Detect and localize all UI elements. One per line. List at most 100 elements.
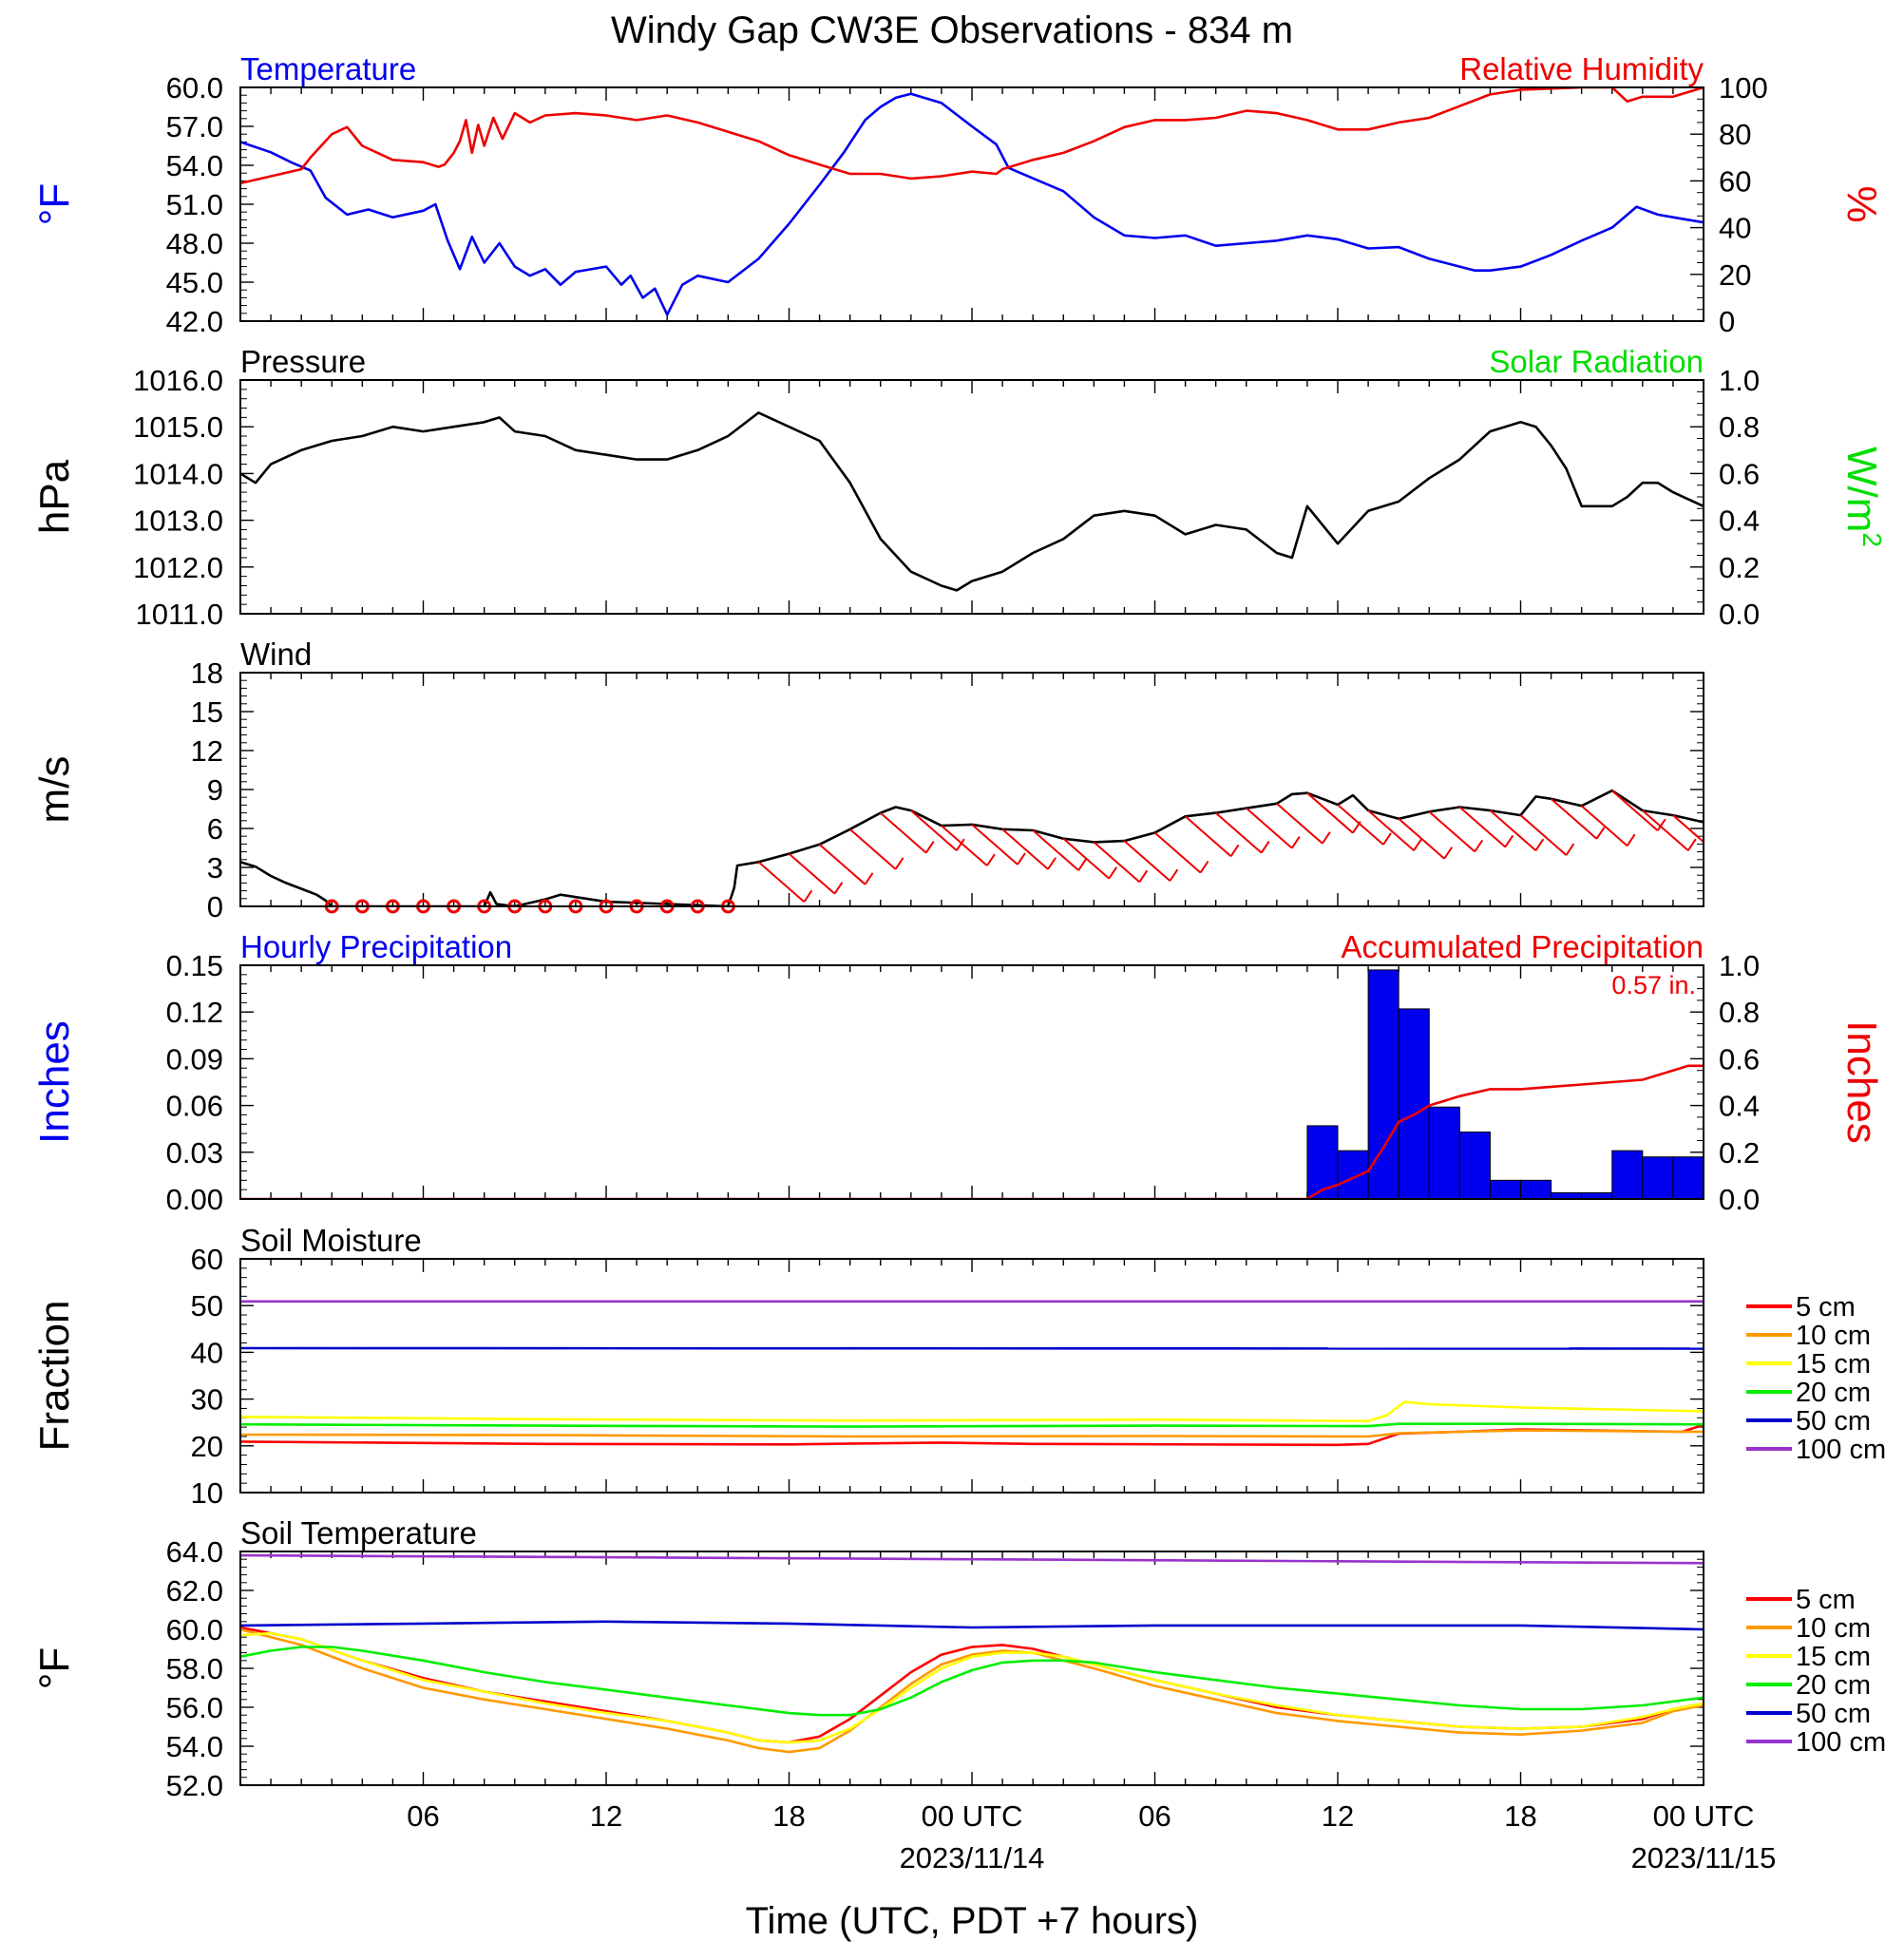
legend-label: 100 cm [1796,1727,1886,1758]
legend-label: 50 cm [1796,1406,1871,1437]
wind-data [240,789,1704,906]
wind-barb-flag [1199,860,1209,874]
wind-barb-staff [1276,803,1323,845]
wind-barb-staff [1550,798,1598,840]
wind-barb-staff [1001,828,1049,870]
wind-barb-staff [1153,831,1202,874]
y2-tick-label: 100 [1719,71,1768,105]
y-axis-unit-label: °F [31,1647,78,1689]
y2-tick-label: 1.0 [1719,364,1760,397]
10-cm-depth_10-line [240,1627,1704,1754]
legend-label: 100 cm [1796,1435,1886,1465]
20-cm-depth_20-line [240,1646,1704,1717]
precip-bar [1672,1156,1704,1199]
panel-title-right: Accumulated Precipitation [1341,929,1704,964]
wind-barb-staff [910,809,958,851]
wind-barb-staff [1519,814,1568,856]
humidity-line [240,87,1704,185]
y2-tick-label: 0.4 [1719,504,1760,538]
wind-barb-flag [864,872,874,885]
precip-bar [1642,1156,1674,1199]
wind-barb-flag [1290,836,1301,849]
legend-label: 15 cm [1796,1349,1871,1380]
y2-tick-label: 0.6 [1719,1042,1760,1075]
wind-barb-staff [1611,790,1659,831]
wind-barb-flag [1138,869,1149,883]
y-tick-label: 62.0 [166,1574,223,1608]
legend-label: 20 cm [1796,1378,1871,1408]
y-tick-label: 54.0 [166,149,223,182]
panel-title-left: Temperature [240,51,416,86]
100-cm-depth_100-line [240,1553,1704,1565]
pressure-solar-data [240,411,1704,592]
pressure-solar-panel: 1011.0 1012.0 1013.0 1014.0 1015.0 1016.0 0.0 0… [31,344,1887,631]
y2-axis-unit-label: W/m2 [1838,447,1887,547]
wind-barb-staff [1458,806,1506,848]
y-tick-label: 60.0 [166,1613,223,1646]
wind-barb-flag [1047,857,1057,870]
legend-label: 10 cm [1796,1321,1871,1351]
y-axis-unit-label: hPa [31,459,78,534]
y-tick-label: 0.00 [166,1183,223,1216]
y-axis-unit-label: Inches [31,1020,78,1144]
y-tick-label: 52.0 [166,1769,223,1802]
panel-title-left: Soil Moisture [240,1223,422,1258]
y-tick-label: 0.15 [166,949,223,982]
precip-bar [1306,1125,1339,1199]
wind-barb-flag [1229,844,1240,857]
wind-barb-staff [1581,805,1628,847]
panel-title-right: Relative Humidity [1459,51,1704,86]
wind-barb-staff [757,861,806,904]
wind-panel: 0 3 6 9 12 15 18 Wind m/s [31,637,1704,923]
precip-bar [1520,1179,1552,1199]
legend-label: 15 cm [1796,1642,1871,1672]
y-tick-label: 1011.0 [135,598,223,631]
panel-frame [239,1258,1704,1494]
y-tick-label: 51.0 [166,188,223,221]
wind-barb-flag [894,857,904,870]
wind-barb-staff [971,824,1019,866]
wind-barb-flag [1077,858,1087,871]
wind-barb-staff [1672,814,1704,844]
wind-barb-staff [1215,811,1263,854]
y-tick-label: 58.0 [166,1652,223,1685]
y-tick-label: 60.0 [166,71,223,105]
panel-frame [239,964,1704,1200]
x-tick-label: 18 [1504,1799,1536,1833]
wind-barb-flag [1687,838,1697,851]
precip-bar [1458,1131,1491,1199]
panel-title-left: Pressure [240,344,366,379]
y-tick-label: 0.03 [166,1136,223,1170]
y-tick-label: 0 [207,890,223,923]
wind-barb-staff [880,811,927,854]
wind-barb-staff [1489,809,1537,851]
y-tick-label: 10 [191,1476,223,1510]
15-cm-depth_15-line [240,1400,1704,1422]
wind-barb-flag [1565,843,1575,856]
y-tick-label: 50 [191,1289,223,1323]
x-axis-title: Time (UTC, PDT +7 hours) [746,1900,1199,1942]
temperature-humidity-panel: 42.0 45.0 48.0 51.0 54.0 57.0 60.0 0 20 40 60 80 100… [31,51,1885,338]
wind-barb-staff [941,825,988,866]
y2-tick-label: 0.8 [1719,410,1760,444]
precipitation-data [240,969,1704,1199]
legend-label: 20 cm [1796,1670,1871,1701]
panel-frame [239,86,1704,322]
wind-barb-staff [1642,809,1689,851]
y-tick-label: 48.0 [166,227,223,260]
y-tick-label: 12 [191,734,223,768]
y-tick-label: 1015.0 [133,410,223,444]
pressure-line [240,411,1704,592]
x-tick-label: 06 [1138,1799,1171,1833]
wind-barb-flag [1382,832,1392,846]
wind-barb-flag [1260,841,1270,854]
wind-barb-staff [1306,791,1354,834]
y-tick-label: 42.0 [166,305,223,338]
wind-barb-staff [1032,829,1079,871]
precip-bar [1489,1179,1521,1199]
y2-tick-label: 0.2 [1719,551,1760,584]
y-tick-label: 3 [207,851,223,885]
wind-barb-staff [1337,804,1384,846]
50-cm-depth_50-line [240,1346,1704,1350]
